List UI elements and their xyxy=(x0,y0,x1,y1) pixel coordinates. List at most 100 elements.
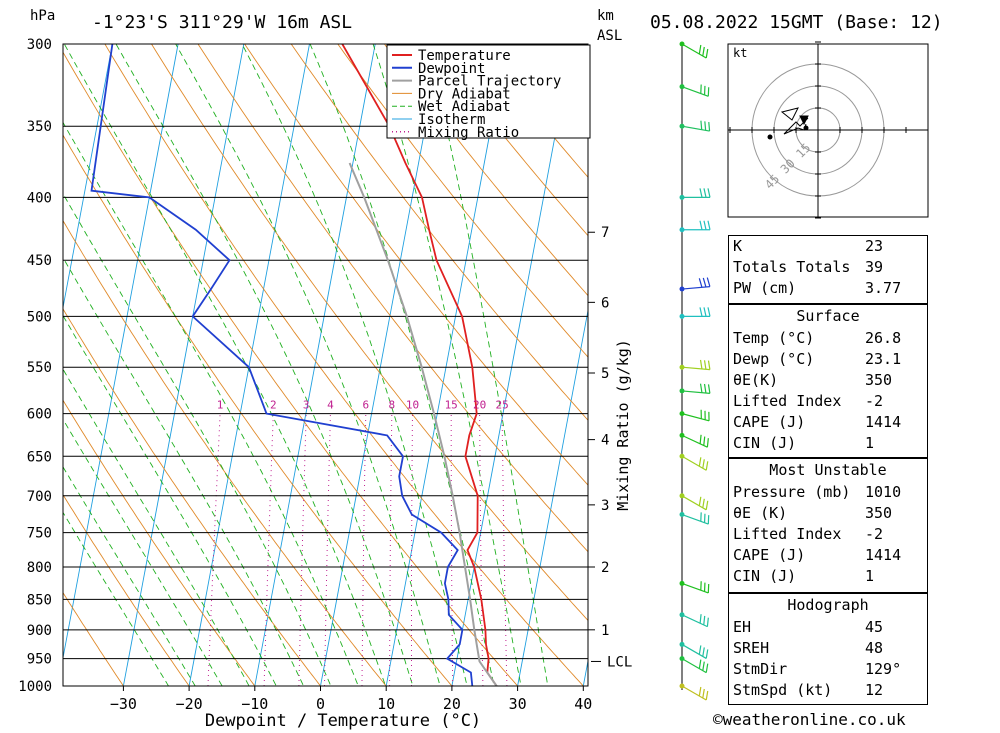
x-tick-label: 40 xyxy=(574,695,592,713)
wind-barb-flag xyxy=(708,122,711,132)
pressure-tick-label: 400 xyxy=(27,190,52,206)
index-row: CAPE (J) 1414 xyxy=(729,412,927,433)
mixing-ratio-label: 10 xyxy=(406,399,419,412)
dry-adiabat-line xyxy=(430,44,588,237)
wind-barb-flag xyxy=(699,307,703,317)
mixing-ratio-line xyxy=(450,413,454,686)
wind-barb-flag xyxy=(703,188,707,198)
wind-barb-flag xyxy=(702,46,705,57)
index-value: 39 xyxy=(865,258,884,276)
wind-barb-flag xyxy=(706,277,711,287)
index-value: 350 xyxy=(865,504,893,522)
wind-barb-flag xyxy=(707,307,711,317)
profile-dewpoint xyxy=(90,44,474,686)
wind-barb-flag xyxy=(702,277,707,288)
hodograph-trace xyxy=(783,117,809,135)
wet-adiabat-line xyxy=(63,511,170,686)
mixing-ratio-line xyxy=(207,413,221,686)
wind-barb-flag xyxy=(707,360,711,370)
wind-barb-shaft xyxy=(681,413,710,422)
dry-adiabat-line xyxy=(63,493,190,686)
asl-unit-label: ASL xyxy=(597,28,623,44)
wind-barb-shaft xyxy=(681,366,710,371)
hodograph-arrow xyxy=(780,107,799,121)
index-value: 1010 xyxy=(865,483,902,501)
isotherm-line xyxy=(122,44,245,686)
index-row: Lifted Index -2 xyxy=(729,524,927,545)
wind-barb-flag xyxy=(699,383,703,393)
wind-barb-shaft xyxy=(681,286,710,290)
pressure-tick-label: 750 xyxy=(27,526,52,542)
isotherm-line xyxy=(582,658,588,686)
hodograph-point xyxy=(803,125,809,131)
wind-barb-flag xyxy=(703,436,706,446)
indices-box: K 23 Totals Totals 39 PW (cm) 3.77 xyxy=(728,235,928,304)
index-row: K 23 xyxy=(729,236,927,257)
wind-barb-flag xyxy=(702,498,705,508)
legend-entry: Dry Adiabat xyxy=(418,86,511,102)
x-tick-label: 20 xyxy=(443,695,461,713)
wind-barb-flag xyxy=(702,459,705,469)
wind-barb-shaft xyxy=(681,513,709,525)
index-value: 1414 xyxy=(865,546,902,564)
index-value: 23 xyxy=(865,237,884,255)
pressure-tick-label: 350 xyxy=(27,119,52,135)
index-row: CIN (J) 1 xyxy=(729,566,927,587)
index-value: 12 xyxy=(865,681,884,699)
mixing-ratio-line xyxy=(263,413,274,686)
wet-adiabat-line xyxy=(63,465,196,686)
pressure-tick-label: 550 xyxy=(27,360,52,376)
legend-entry: Dewpoint xyxy=(418,61,485,77)
index-row: Dewp (°C) 23.1 xyxy=(729,349,927,370)
km-tick-label: 6 xyxy=(601,295,609,311)
index-row: Temp (°C) 26.8 xyxy=(729,328,927,349)
index-value: 1 xyxy=(865,434,875,452)
index-label: CAPE (J) xyxy=(733,413,806,431)
wind-barb-shaft xyxy=(681,434,708,448)
pressure-tick-label: 900 xyxy=(27,623,52,639)
index-row: θE(K) 350 xyxy=(729,370,927,391)
index-label: SREH xyxy=(733,639,770,657)
index-row: Pressure (mb) 1010 xyxy=(729,482,927,503)
mixing-ratio-label: 3 xyxy=(303,399,310,412)
pressure-tick-label: 800 xyxy=(27,560,52,576)
pressure-tick-label: 1000 xyxy=(18,679,52,695)
wet-adiabat-line xyxy=(427,44,549,686)
wind-barb-flag xyxy=(705,649,709,659)
index-value: 26.8 xyxy=(865,329,902,347)
legend-entry: Mixing Ratio xyxy=(418,125,519,141)
dry-adiabat-line xyxy=(337,44,588,358)
index-label: CIN (J) xyxy=(733,567,797,585)
legend-entry: Wet Adiabat xyxy=(418,99,511,115)
index-row: Totals Totals 39 xyxy=(729,257,927,278)
km-tick-label: 7 xyxy=(601,225,609,241)
index-value: 1 xyxy=(865,567,875,585)
wind-barb-flag xyxy=(703,220,707,230)
index-label: Totals Totals xyxy=(733,258,851,276)
hodograph-unit-label: kt xyxy=(733,46,748,60)
x-tick-label: 10 xyxy=(377,695,395,713)
wind-barb-shaft xyxy=(681,582,709,594)
wind-barb-shaft xyxy=(681,643,707,659)
x-tick-label: −20 xyxy=(176,695,203,713)
index-label: CAPE (J) xyxy=(733,546,806,564)
wind-barb-shaft xyxy=(681,614,708,628)
wind-barb-flag xyxy=(698,457,702,467)
surface-title: Surface xyxy=(796,307,860,325)
km-tick-label: 5 xyxy=(601,366,609,382)
dry-adiabat-line xyxy=(290,44,588,421)
hodograph-point xyxy=(767,134,773,140)
legend-entry: Isotherm xyxy=(418,112,485,128)
wind-barb-flag xyxy=(705,461,709,471)
index-label: Dewp (°C) xyxy=(733,350,815,368)
wind-barb-flag xyxy=(707,220,711,230)
mixing-ratio-line xyxy=(298,413,307,686)
km-tick-label: 2 xyxy=(601,560,609,576)
index-row: SREH 48 xyxy=(729,638,927,659)
pressure-tick-label: 600 xyxy=(27,407,52,423)
wind-barb-flag xyxy=(705,690,709,701)
profiles xyxy=(90,44,498,686)
wind-barb-flag xyxy=(698,496,702,506)
mixing-ratio-line xyxy=(389,413,393,686)
km-tick-label: 1 xyxy=(601,623,609,639)
